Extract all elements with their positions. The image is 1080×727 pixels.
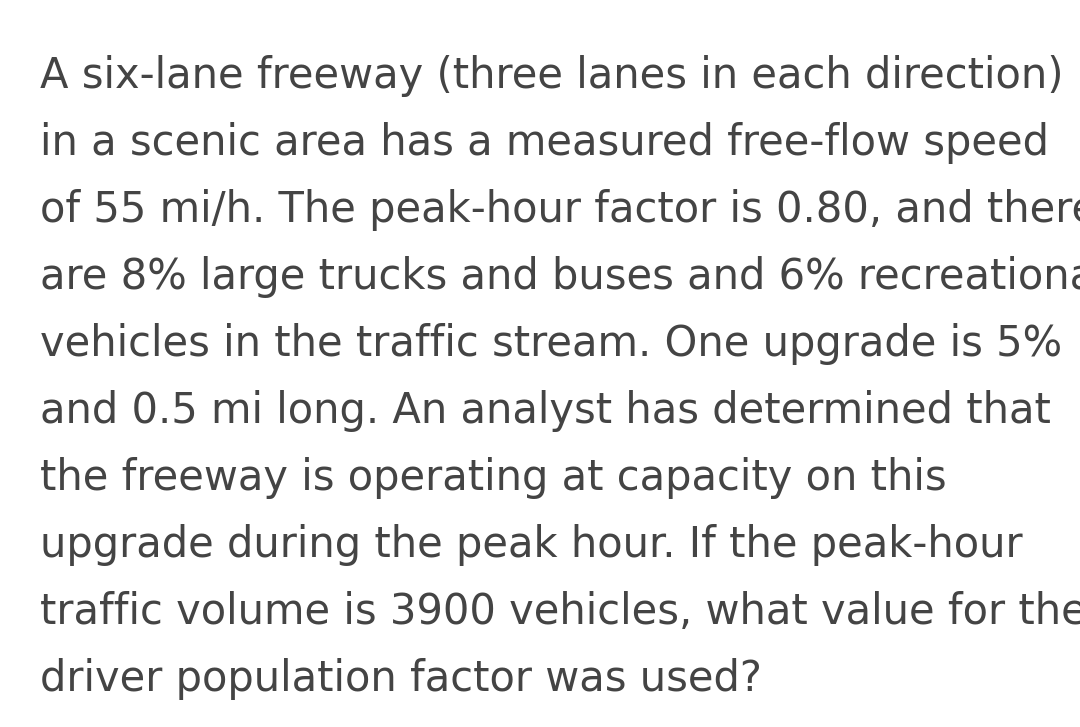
Text: upgrade during the peak hour. If the peak-hour: upgrade during the peak hour. If the pea…: [40, 524, 1023, 566]
Text: A six-lane freeway (three lanes in each direction): A six-lane freeway (three lanes in each …: [40, 55, 1064, 97]
Text: vehicles in the traffic stream. One upgrade is 5%: vehicles in the traffic stream. One upgr…: [40, 323, 1062, 365]
Text: of 55 mi/h. The peak-hour factor is 0.80, and there: of 55 mi/h. The peak-hour factor is 0.80…: [40, 189, 1080, 231]
Text: and 0.5 mi long. An analyst has determined that: and 0.5 mi long. An analyst has determin…: [40, 390, 1051, 432]
Text: driver population factor was used?: driver population factor was used?: [40, 658, 761, 700]
Text: are 8% large trucks and buses and 6% recreational: are 8% large trucks and buses and 6% rec…: [40, 256, 1080, 298]
Text: the freeway is operating at capacity on this: the freeway is operating at capacity on …: [40, 457, 947, 499]
Text: in a scenic area has a measured free-flow speed: in a scenic area has a measured free-flo…: [40, 122, 1049, 164]
Text: traffic volume is 3900 vehicles, what value for the: traffic volume is 3900 vehicles, what va…: [40, 591, 1080, 633]
